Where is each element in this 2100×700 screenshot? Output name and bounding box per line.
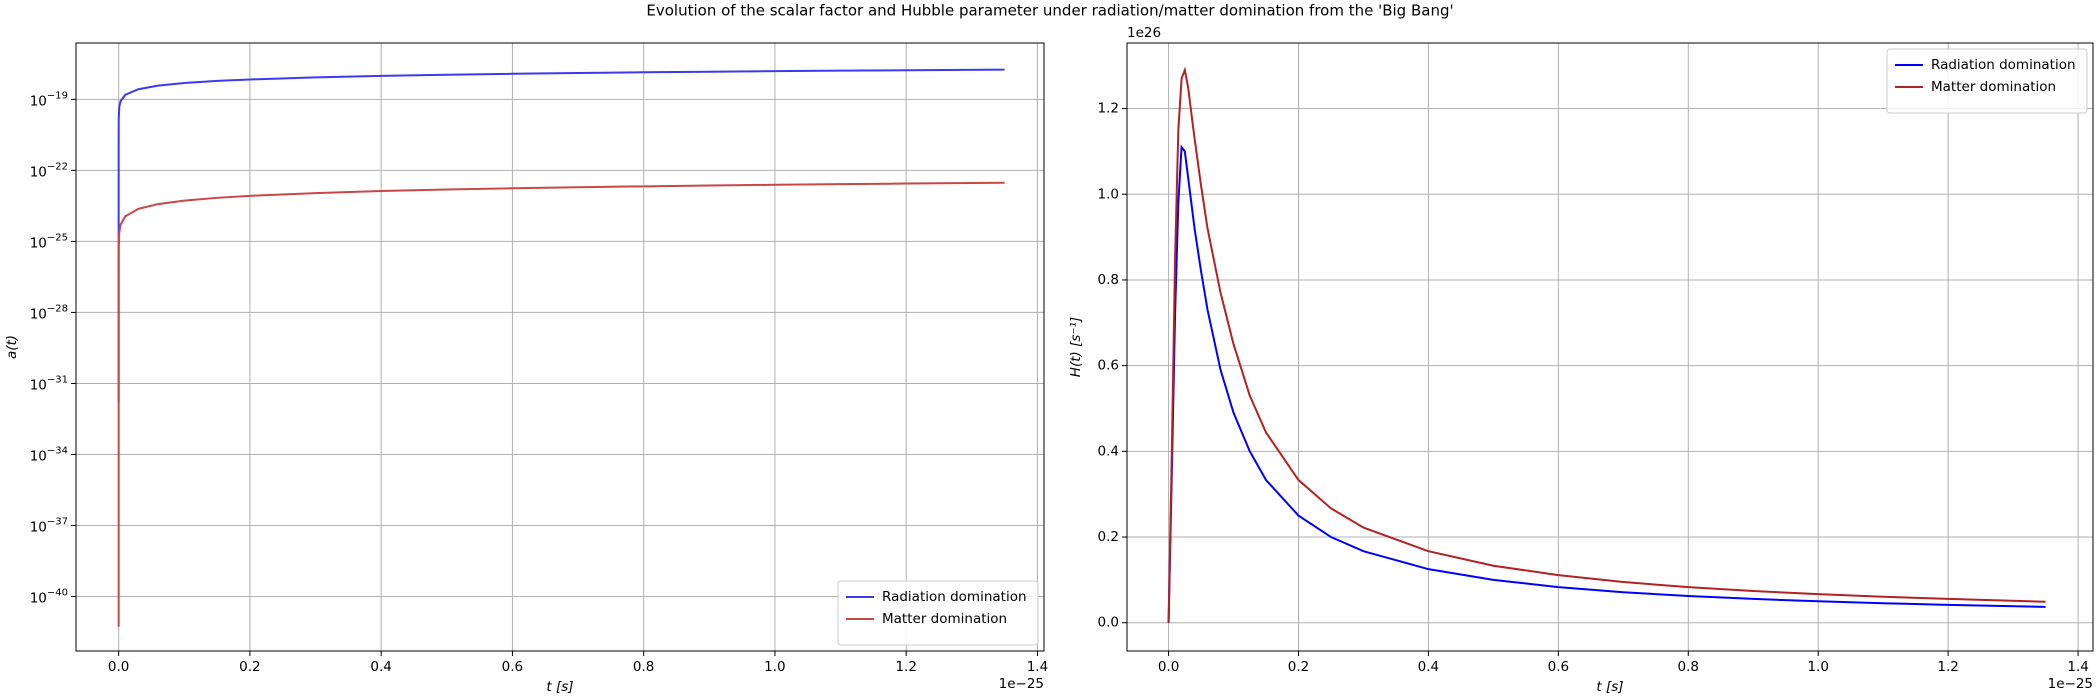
x-tick-label: 1.4 xyxy=(1027,659,1048,675)
plot-area xyxy=(1167,66,2046,623)
legend-label: Radiation domination xyxy=(1931,57,2076,73)
y-axis-label: H(t) [s⁻¹] xyxy=(1068,317,1084,377)
tick-base: 10 xyxy=(30,591,47,607)
x-tick-label: 0.2 xyxy=(239,659,260,675)
data-line xyxy=(1167,144,2046,623)
y-tick-label: 0.8 xyxy=(1098,272,1119,288)
axes-frame xyxy=(1126,42,2094,652)
legend-box xyxy=(837,580,1039,646)
x-offset-label: 1e−25 xyxy=(2048,676,2093,692)
tick-base: 10 xyxy=(30,235,47,251)
plot-area xyxy=(117,68,1005,627)
y-tick-label: 10−40 xyxy=(30,588,68,607)
x-tick-label: 0.4 xyxy=(370,659,391,675)
y-tick-label: 0.4 xyxy=(1098,443,1119,459)
legend-label: Radiation domination xyxy=(882,589,1027,605)
tick-base: 10 xyxy=(30,306,47,322)
legend-box xyxy=(1886,48,2088,114)
tick-exponent: −40 xyxy=(47,588,68,599)
tick-exponent: −28 xyxy=(47,303,68,314)
y-tick-label: 10−37 xyxy=(30,516,68,535)
y-tick-label: 10−34 xyxy=(30,445,68,464)
x-axis-label: t [s] xyxy=(546,679,573,695)
tick-exponent: −37 xyxy=(47,516,68,527)
x-offset-label: 1e−25 xyxy=(999,676,1044,692)
axes-frame xyxy=(75,42,1045,652)
x-tick-label: 1.0 xyxy=(764,659,785,675)
tick-base: 10 xyxy=(30,519,47,535)
x-tick-label: 0.6 xyxy=(1548,659,1569,675)
y-tick-label: 10−25 xyxy=(30,232,68,251)
y-offset-label: 1e26 xyxy=(1127,25,1161,41)
y-tick-label: 10−31 xyxy=(30,374,68,393)
x-tick-label: 1.2 xyxy=(895,659,916,675)
tick-exponent: −19 xyxy=(47,90,68,101)
tick-base: 10 xyxy=(30,377,47,393)
tick-exponent: −22 xyxy=(47,161,68,172)
x-tick-label: 1.0 xyxy=(1807,659,1828,675)
y-tick-label: 0.6 xyxy=(1098,358,1119,374)
x-axis-label: t [s] xyxy=(1596,679,1623,695)
data-line xyxy=(1167,66,2046,623)
y-tick-label: 1.2 xyxy=(1098,101,1119,117)
tick-exponent: −25 xyxy=(47,232,68,243)
y-tick-label: 1.0 xyxy=(1098,186,1119,202)
legend-label: Matter domination xyxy=(1931,79,2056,95)
x-tick-label: 0.4 xyxy=(1418,659,1439,675)
tick-exponent: −34 xyxy=(47,445,68,456)
x-tick-label: 1.4 xyxy=(2067,659,2088,675)
x-tick-label: 0.8 xyxy=(1678,659,1699,675)
x-tick-label: 0.2 xyxy=(1288,659,1309,675)
data-line xyxy=(117,68,1005,403)
y-tick-label: 0.2 xyxy=(1098,529,1119,545)
y-axis-label: a(t) xyxy=(4,335,20,359)
data-line xyxy=(117,181,1005,627)
tick-base: 10 xyxy=(30,448,47,464)
figure-title: Evolution of the scalar factor and Hubbl… xyxy=(646,2,1453,20)
y-tick-label: 0.0 xyxy=(1098,615,1119,631)
x-tick-label: 0.8 xyxy=(633,659,654,675)
tick-exponent: −31 xyxy=(47,374,68,385)
tick-base: 10 xyxy=(30,93,47,109)
x-tick-label: 0.0 xyxy=(108,659,129,675)
y-tick-label: 10−19 xyxy=(30,90,68,109)
x-tick-label: 0.6 xyxy=(502,659,523,675)
legend-label: Matter domination xyxy=(882,611,1007,627)
x-tick-label: 1.2 xyxy=(1937,659,1958,675)
x-tick-label: 0.0 xyxy=(1158,659,1179,675)
y-tick-label: 10−28 xyxy=(30,303,68,322)
y-tick-label: 10−22 xyxy=(30,161,68,180)
tick-base: 10 xyxy=(30,164,47,180)
